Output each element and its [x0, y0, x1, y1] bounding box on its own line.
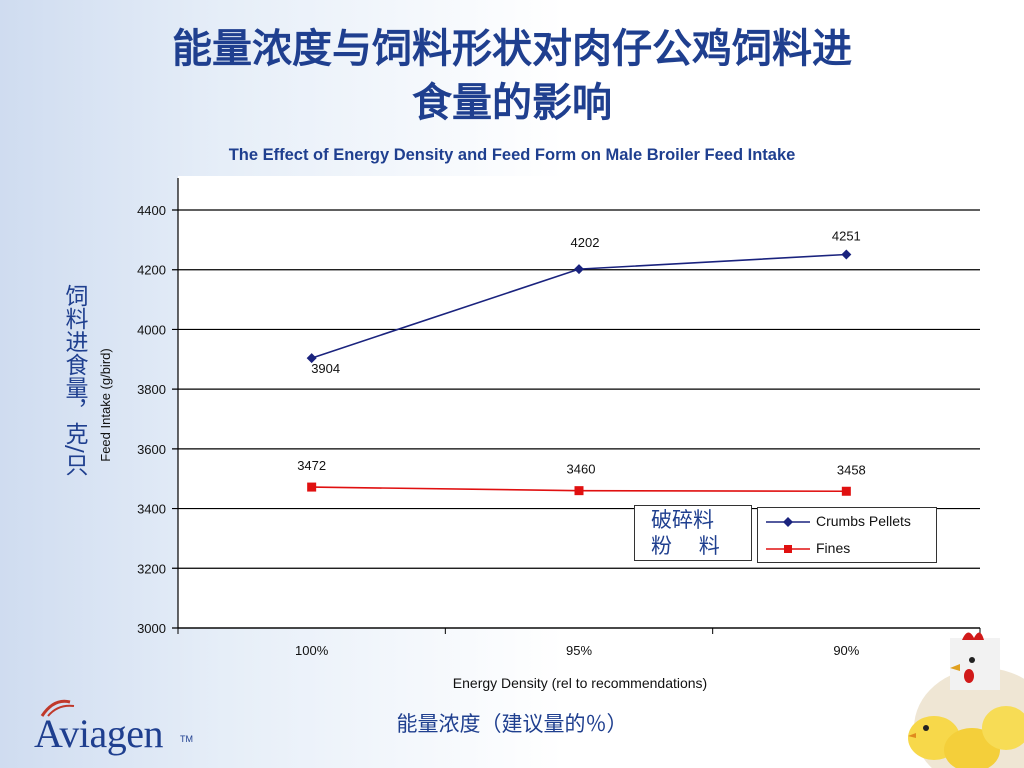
legend-zh-crumbs: 破碎料	[651, 508, 714, 532]
x-axis-title: Energy Density (rel to recommendations)	[453, 675, 707, 691]
legend-item-fines: Fines	[766, 540, 936, 560]
y-tick-label: 3400	[137, 502, 166, 517]
slide-title-en: The Effect of Energy Density and Feed Fo…	[228, 146, 796, 164]
chicken-photo-decoration	[908, 632, 1024, 768]
legend-swatch-diamond-icon	[766, 517, 810, 527]
legend-zh-box: 破碎料 粉 料	[634, 505, 752, 561]
x-axis-label-zh: 能量浓度（建议量的％）	[396, 712, 628, 736]
data-point-fines	[574, 486, 584, 496]
legend-label-fines: Fines	[816, 540, 851, 556]
legend-label-crumbs-pellets: Crumbs Pellets	[816, 513, 911, 529]
data-point-crumbs-pellets	[574, 264, 584, 275]
data-label: 3458	[837, 462, 866, 477]
logo-mark-icon	[40, 699, 75, 717]
y-tick-label: 3200	[137, 561, 166, 576]
data-point-crumbs-pellets	[306, 353, 317, 364]
logo-trademark: TM	[180, 734, 193, 744]
data-label: 3904	[311, 361, 340, 376]
aviagen-logo: Aviagen TM	[34, 696, 194, 756]
data-point-fines	[841, 486, 851, 496]
slide-title-zh-line1: 能量浓度与饲料形状对肉仔公鸡饲料进	[172, 26, 852, 72]
legend-item-crumbs-pellets: Crumbs Pellets	[766, 513, 936, 533]
logo-text: Aviagen	[34, 711, 164, 756]
x-tick-label: 100%	[295, 643, 329, 658]
data-label: 3472	[297, 458, 326, 473]
slide-title-zh: 能量浓度与饲料形状对肉仔公鸡饲料进 食量的影响	[0, 22, 1024, 130]
y-axis-label-zh: 饲料进食量，克/只	[61, 284, 87, 476]
data-point-fines	[307, 482, 317, 492]
y-tick-label: 4000	[137, 322, 166, 337]
x-tick-label: 90%	[833, 643, 859, 658]
y-tick-label: 3000	[137, 621, 166, 636]
data-label: 4251	[832, 228, 861, 243]
legend-zh-fines: 粉 料	[651, 534, 720, 558]
y-tick-label: 4400	[137, 203, 166, 218]
x-tick-label: 95%	[566, 643, 592, 658]
chart-legend: Crumbs Pellets Fines	[757, 507, 937, 563]
y-tick-label: 3600	[137, 442, 166, 457]
y-tick-label: 3800	[137, 382, 166, 397]
legend-swatch-square-icon	[766, 545, 810, 553]
y-tick-label: 4200	[137, 263, 166, 278]
data-point-crumbs-pellets	[841, 249, 852, 260]
y-axis-title: Feed Intake (g/bird)	[98, 348, 113, 461]
data-label: 3460	[567, 462, 596, 477]
data-label: 4202	[571, 235, 600, 250]
slide-title-zh-line2: 食量的影响	[412, 80, 612, 126]
